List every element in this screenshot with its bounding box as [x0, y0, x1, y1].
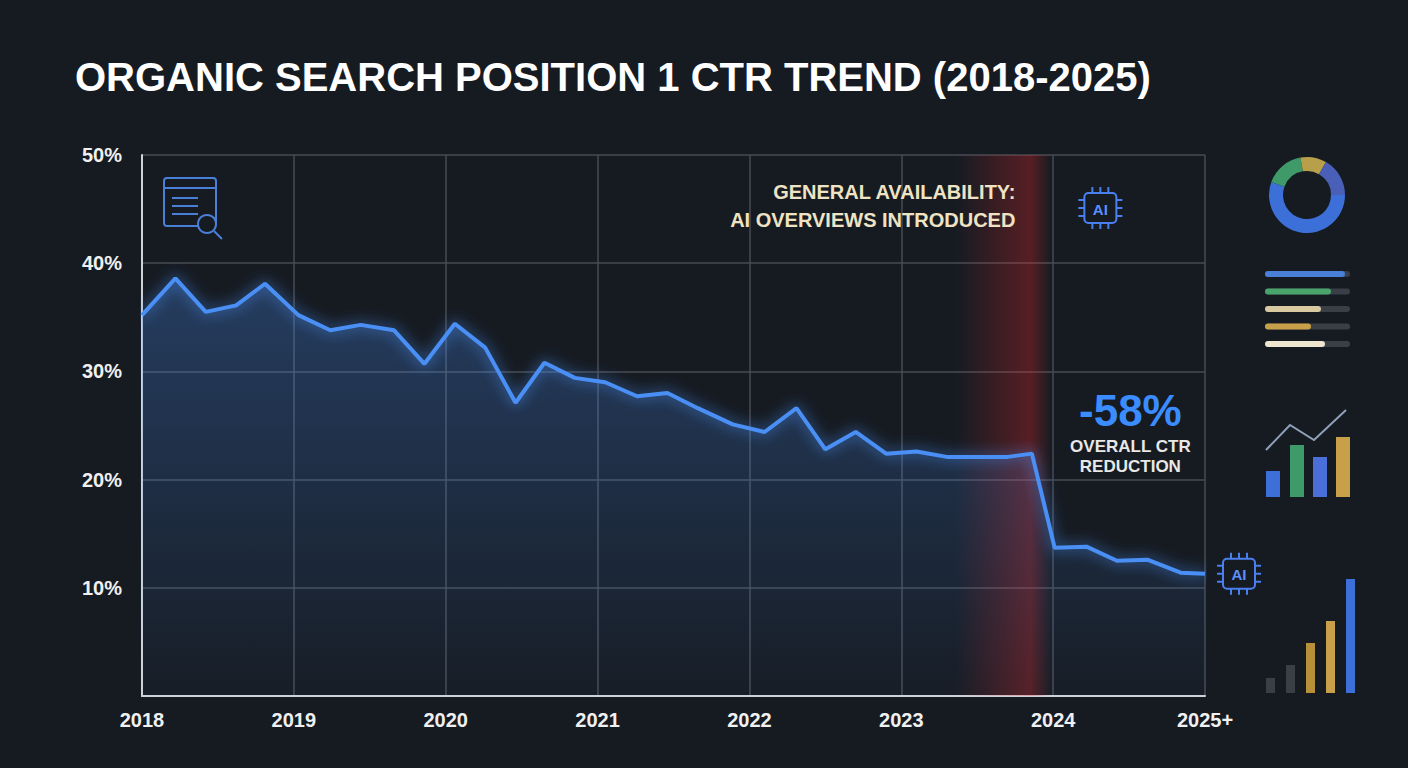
- svg-text:-58%: -58%: [1079, 386, 1182, 435]
- svg-text:REDUCTION: REDUCTION: [1080, 457, 1181, 476]
- svg-text:2019: 2019: [272, 709, 317, 731]
- svg-text:GENERAL AVAILABILITY:: GENERAL AVAILABILITY:: [773, 181, 1015, 203]
- svg-text:ORGANIC SEARCH POSITION 1 CTR: ORGANIC SEARCH POSITION 1 CTR TREND (201…: [75, 55, 1151, 99]
- svg-text:2018: 2018: [120, 709, 165, 731]
- svg-text:2022: 2022: [727, 709, 772, 731]
- svg-text:2023: 2023: [879, 709, 924, 731]
- svg-text:50%: 50%: [82, 144, 122, 166]
- svg-text:AI OVERVIEWS INTRODUCED: AI OVERVIEWS INTRODUCED: [730, 209, 1015, 231]
- svg-text:AI: AI: [1232, 566, 1247, 583]
- svg-text:2025+: 2025+: [1177, 709, 1233, 731]
- svg-text:10%: 10%: [82, 577, 122, 599]
- svg-text:OVERALL CTR: OVERALL CTR: [1070, 437, 1191, 456]
- svg-text:40%: 40%: [82, 252, 122, 274]
- svg-text:30%: 30%: [82, 360, 122, 382]
- svg-text:2021: 2021: [575, 709, 620, 731]
- svg-text:2020: 2020: [423, 709, 468, 731]
- svg-text:2024: 2024: [1031, 709, 1076, 731]
- svg-text:20%: 20%: [82, 469, 122, 491]
- svg-text:AI: AI: [1093, 201, 1108, 218]
